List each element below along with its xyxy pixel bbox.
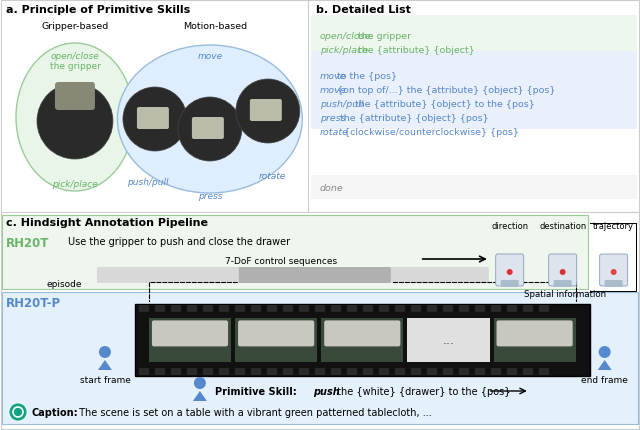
Bar [443,305,452,312]
Bar [475,305,484,312]
Bar [235,305,245,312]
Bar [379,305,388,312]
Bar [523,368,532,375]
Text: push/pull: push/pull [320,100,364,109]
Text: the gripper: the gripper [355,32,412,41]
Text: the {white} {drawer} to the {pos}: the {white} {drawer} to the {pos} [334,386,510,396]
Circle shape [507,269,513,275]
FancyBboxPatch shape [605,280,623,287]
Bar [267,368,277,375]
FancyBboxPatch shape [500,280,518,287]
Text: {on top of/...} the {attribute} {object} {pos}: {on top of/...} the {attribute} {object}… [334,86,556,95]
Bar [299,305,309,312]
FancyBboxPatch shape [55,83,95,111]
Text: Use the gripper to push and close the drawer: Use the gripper to push and close the dr… [68,237,290,246]
Bar [149,318,231,362]
Text: trajectory: trajectory [593,221,634,230]
Bar [507,305,516,312]
Text: c. Hindsight Annotation Pipeline: c. Hindsight Annotation Pipeline [6,218,208,227]
Bar [363,305,372,312]
Bar [203,305,213,312]
Text: destination: destination [539,221,586,230]
Text: The scene is set on a table with a vibrant green patterned tablecloth, ...: The scene is set on a table with a vibra… [76,407,432,417]
Text: Spatial information: Spatial information [524,289,605,298]
Circle shape [236,80,300,144]
Text: b. Detailed List: b. Detailed List [316,5,411,15]
Bar [443,368,452,375]
Bar [283,305,293,312]
Text: ...: ... [442,334,454,347]
Text: RH20T-P: RH20T-P [6,296,61,309]
Text: pick/place: pick/place [320,46,368,55]
Text: Caption:: Caption: [32,407,79,417]
Text: press: press [198,191,222,200]
Ellipse shape [117,46,302,194]
Bar [507,368,516,375]
Bar [539,305,548,312]
Bar [379,368,388,375]
Text: RH20T: RH20T [6,237,49,249]
Bar [331,305,341,312]
Circle shape [598,346,611,358]
Circle shape [99,346,111,358]
Bar [203,368,213,375]
Text: a. Principle of Primitive Skills: a. Principle of Primitive Skills [6,5,190,15]
Text: move: move [320,86,346,95]
Bar [219,305,229,312]
Text: the gripper: the gripper [49,62,100,71]
FancyBboxPatch shape [97,267,489,283]
Text: the {attribute} {object}: the {attribute} {object} [355,46,475,55]
Bar [493,318,576,362]
Bar [475,368,484,375]
FancyBboxPatch shape [600,255,628,286]
FancyBboxPatch shape [324,321,401,347]
Circle shape [611,269,617,275]
Text: press: press [320,114,346,123]
Bar [251,305,261,312]
Text: the {attribute} {object} {pos}: the {attribute} {object} {pos} [337,114,489,123]
Text: done: done [320,184,344,193]
Bar [539,368,548,375]
Bar [491,305,500,312]
Bar [395,305,404,312]
Bar [523,305,532,312]
Bar [491,368,500,375]
Bar [347,305,357,312]
Text: open/close: open/close [51,52,99,61]
Text: push: push [313,386,340,396]
Bar [321,318,403,362]
Bar [299,368,309,375]
Circle shape [178,98,242,162]
Bar [363,368,372,375]
Text: Motion-based: Motion-based [183,22,247,31]
Circle shape [560,269,566,275]
Text: episode: episode [47,280,83,289]
Bar [267,305,277,312]
Bar [283,368,293,375]
Bar [331,368,341,375]
Bar [411,305,420,312]
Text: the {attribute} {object} to the {pos}: the {attribute} {object} to the {pos} [351,100,534,109]
Bar [459,368,468,375]
Bar [408,318,490,362]
Text: direction: direction [491,221,528,230]
Bar [427,368,436,375]
Circle shape [194,377,206,389]
Text: open/close: open/close [320,32,371,41]
FancyBboxPatch shape [192,118,224,140]
Bar [139,368,149,375]
FancyBboxPatch shape [497,321,573,347]
Bar [171,368,181,375]
Text: Gripper-based: Gripper-based [42,22,109,31]
Text: to the {pos}: to the {pos} [334,72,397,81]
Bar [411,368,420,375]
FancyBboxPatch shape [137,108,169,130]
Bar [395,368,404,375]
Bar [235,368,245,375]
Polygon shape [98,360,112,370]
Bar [155,368,165,375]
Bar [187,305,197,312]
Bar [235,318,317,362]
Text: pick/place: pick/place [52,180,98,189]
